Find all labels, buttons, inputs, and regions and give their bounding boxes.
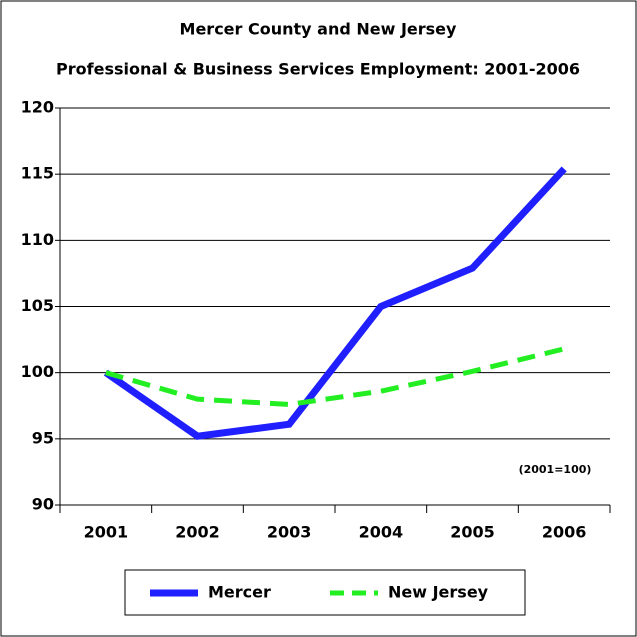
x-tick-label: 2004 <box>359 523 404 542</box>
series-line <box>103 166 567 440</box>
chart-subtitle: Professional & Business Services Employm… <box>56 60 580 79</box>
annotation: (2001=100) <box>519 463 592 476</box>
chart-title: Mercer County and New Jersey <box>180 20 458 39</box>
y-tick-label: 100 <box>21 362 54 381</box>
series-line <box>105 346 565 407</box>
x-tick-label: 2006 <box>542 523 587 542</box>
y-tick-label: 90 <box>32 495 54 514</box>
y-tick-label: 110 <box>21 230 54 249</box>
y-tick-label: 120 <box>21 98 54 117</box>
y-tick-label: 115 <box>21 164 54 183</box>
x-tick-label: 2002 <box>175 523 220 542</box>
legend-label: Mercer <box>208 583 271 602</box>
x-tick-label: 2003 <box>267 523 312 542</box>
y-tick-label: 105 <box>21 296 54 315</box>
legend-label: New Jersey <box>388 583 489 602</box>
x-tick-label: 2001 <box>84 523 129 542</box>
x-tick-label: 2005 <box>450 523 495 542</box>
y-tick-label: 95 <box>32 428 54 447</box>
